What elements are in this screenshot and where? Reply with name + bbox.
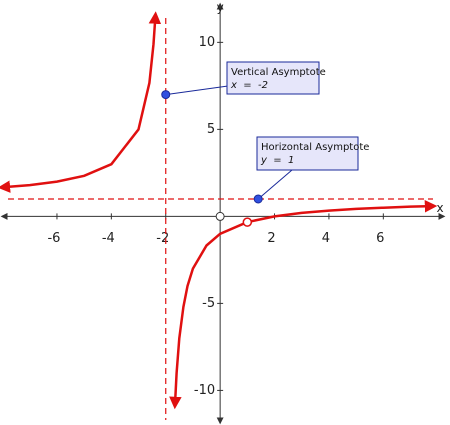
annotation-text: x = -2 [230,80,268,91]
annotation-title: Vertical Asymptote [231,67,326,78]
y-tick-label: -10 [194,383,215,398]
y-tick-label: 5 [207,122,215,137]
x-tick-label: 4 [322,231,330,246]
y-tick-label: -5 [202,296,215,311]
leader-line [165,85,229,96]
annotation-box [226,61,320,95]
x-tick-label: -4 [102,231,115,246]
asymptote-point [253,194,263,204]
x-axis-label: x [436,201,443,215]
x-tick-label: 2 [267,231,275,246]
y-axis-label: y [217,1,224,15]
leader-line [257,169,293,200]
origin-marker [215,211,225,221]
hole [242,217,253,227]
y-tick-label: 10 [199,35,216,50]
annotation-title: Horizontal Asymptote [261,142,369,153]
asymptote-point [161,90,171,100]
curve [0,11,162,193]
curve [169,200,438,410]
annotation-box [256,136,359,171]
x-tick-label: 6 [376,231,384,246]
annotation-text: y = 1 [260,155,294,166]
x-tick-label: -2 [156,231,169,246]
x-tick-label: -6 [47,231,60,246]
